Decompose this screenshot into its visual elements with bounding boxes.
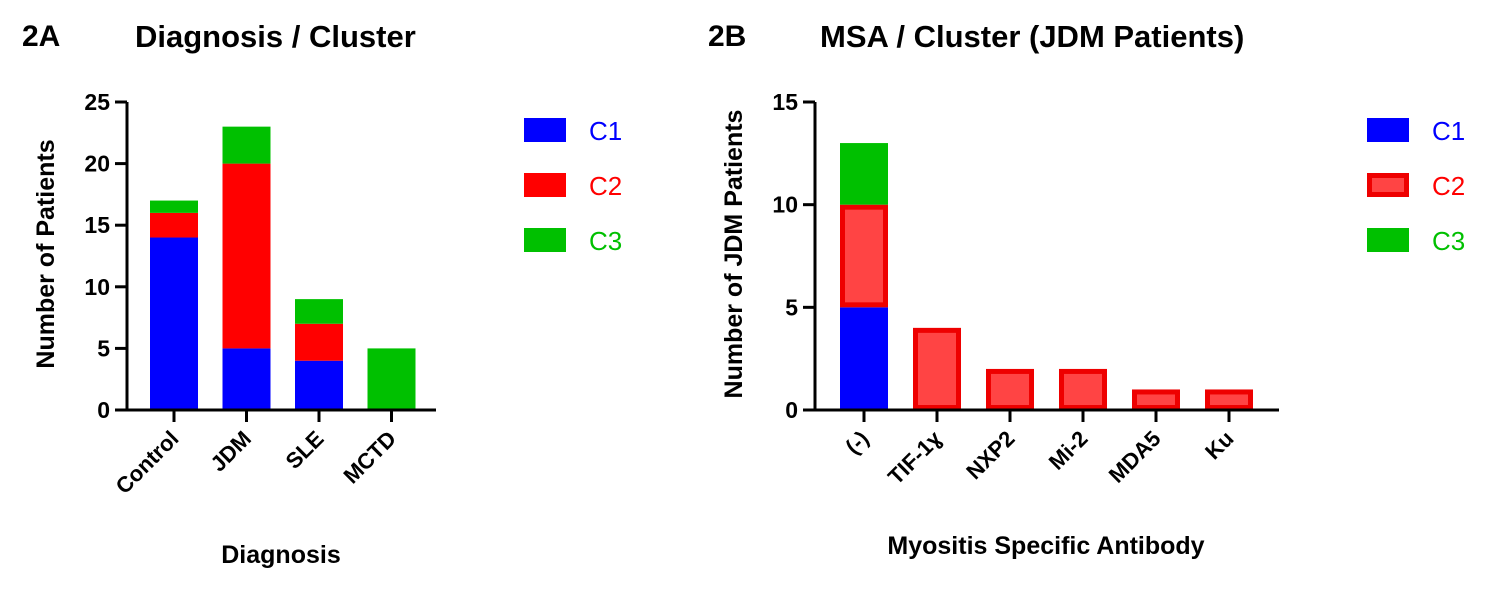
legend-swatch-c2 [524, 173, 566, 197]
panel-label-2b: 2B [708, 20, 746, 53]
bar-c3-mctd [367, 348, 416, 410]
chart-title-2b: MSA / Cluster (JDM Patients) [820, 19, 1244, 54]
y-tick-label: 10 [772, 192, 798, 218]
legend-label-c1: C1 [589, 116, 622, 146]
panel-label-2a: 2A [22, 20, 60, 53]
x-tick-label: Ku [1200, 426, 1238, 464]
y-tick-label: 5 [97, 335, 110, 361]
bar-c2-tif1 [913, 327, 961, 410]
y-tick-label: 15 [84, 212, 110, 238]
bar-c1-sle [295, 360, 343, 410]
legend-swatch-c1 [524, 118, 566, 142]
bar-c3- [840, 143, 888, 205]
x-axis-label-2a: Diagnosis [221, 541, 340, 569]
x-axis-label-2b: Myositis Specific Antibody [887, 532, 1204, 560]
bar-c2-nxp2 [986, 368, 1034, 410]
y-tick-label: 10 [84, 274, 110, 300]
bar-c1-control [150, 237, 198, 410]
x-tick-label: Control [111, 426, 184, 499]
chart-title-2a: Diagnosis / Cluster [135, 19, 416, 54]
bars-2a [150, 126, 416, 410]
bar-c3-control [150, 200, 198, 213]
x-tick-label: SLE [281, 426, 329, 474]
x-tick-label: TIF-1ɣ [883, 425, 947, 489]
x-tick-label: Mi-2 [1044, 426, 1093, 475]
bar-c2-sle [295, 323, 343, 361]
legend-swatch-c1 [1367, 118, 1409, 142]
x-tick-label: (-) [840, 426, 873, 459]
legend-2b: C1 C2 C3 [1367, 116, 1465, 256]
bar-c2-mi2 [1059, 368, 1107, 410]
y-tick-label: 0 [785, 397, 798, 423]
legend-label-c3: C3 [589, 226, 622, 256]
bar-c2-mda5 [1132, 389, 1180, 411]
bar-c2-control [150, 212, 198, 238]
x-tick-label: MCTD [338, 426, 401, 489]
bar-c2-ku [1205, 389, 1253, 411]
legend-label-c3: C3 [1432, 226, 1465, 256]
x-tick-label: JDM [206, 426, 257, 477]
y-axis-label-2b: Number of JDM Patients [720, 110, 748, 399]
y-tick-label: 5 [785, 294, 798, 320]
y-axis-label-2a: Number of Patients [32, 139, 60, 368]
legend-label-c2: C2 [1432, 171, 1465, 201]
legend-swatch-c3 [524, 228, 566, 252]
x-tick-label: MDA5 [1104, 426, 1166, 488]
bar-c2- [840, 204, 888, 308]
y-tick-label: 20 [84, 151, 110, 177]
panel-2a: 2A Diagnosis / Cluster Number of Patient… [22, 19, 622, 569]
bars-2b [840, 143, 1253, 411]
y-tick-label: 25 [84, 89, 110, 115]
bar-c3-sle [295, 299, 343, 324]
legend-label-c1: C1 [1432, 116, 1465, 146]
bar-c3-jdm [222, 126, 271, 164]
bar-c2-jdm [222, 163, 271, 349]
x-tick-label: NXP2 [961, 426, 1019, 484]
bar-c1-jdm [222, 348, 271, 410]
legend-2a: C1 C2 C3 [524, 116, 622, 256]
panel-2b: 2B MSA / Cluster (JDM Patients) Number o… [708, 19, 1465, 560]
legend-swatch-c2 [1367, 173, 1409, 197]
legend-label-c2: C2 [589, 171, 622, 201]
y-tick-label: 15 [772, 89, 798, 115]
legend-swatch-c3 [1367, 228, 1409, 252]
y-tick-label: 0 [97, 397, 110, 423]
bar-c1- [840, 307, 888, 410]
